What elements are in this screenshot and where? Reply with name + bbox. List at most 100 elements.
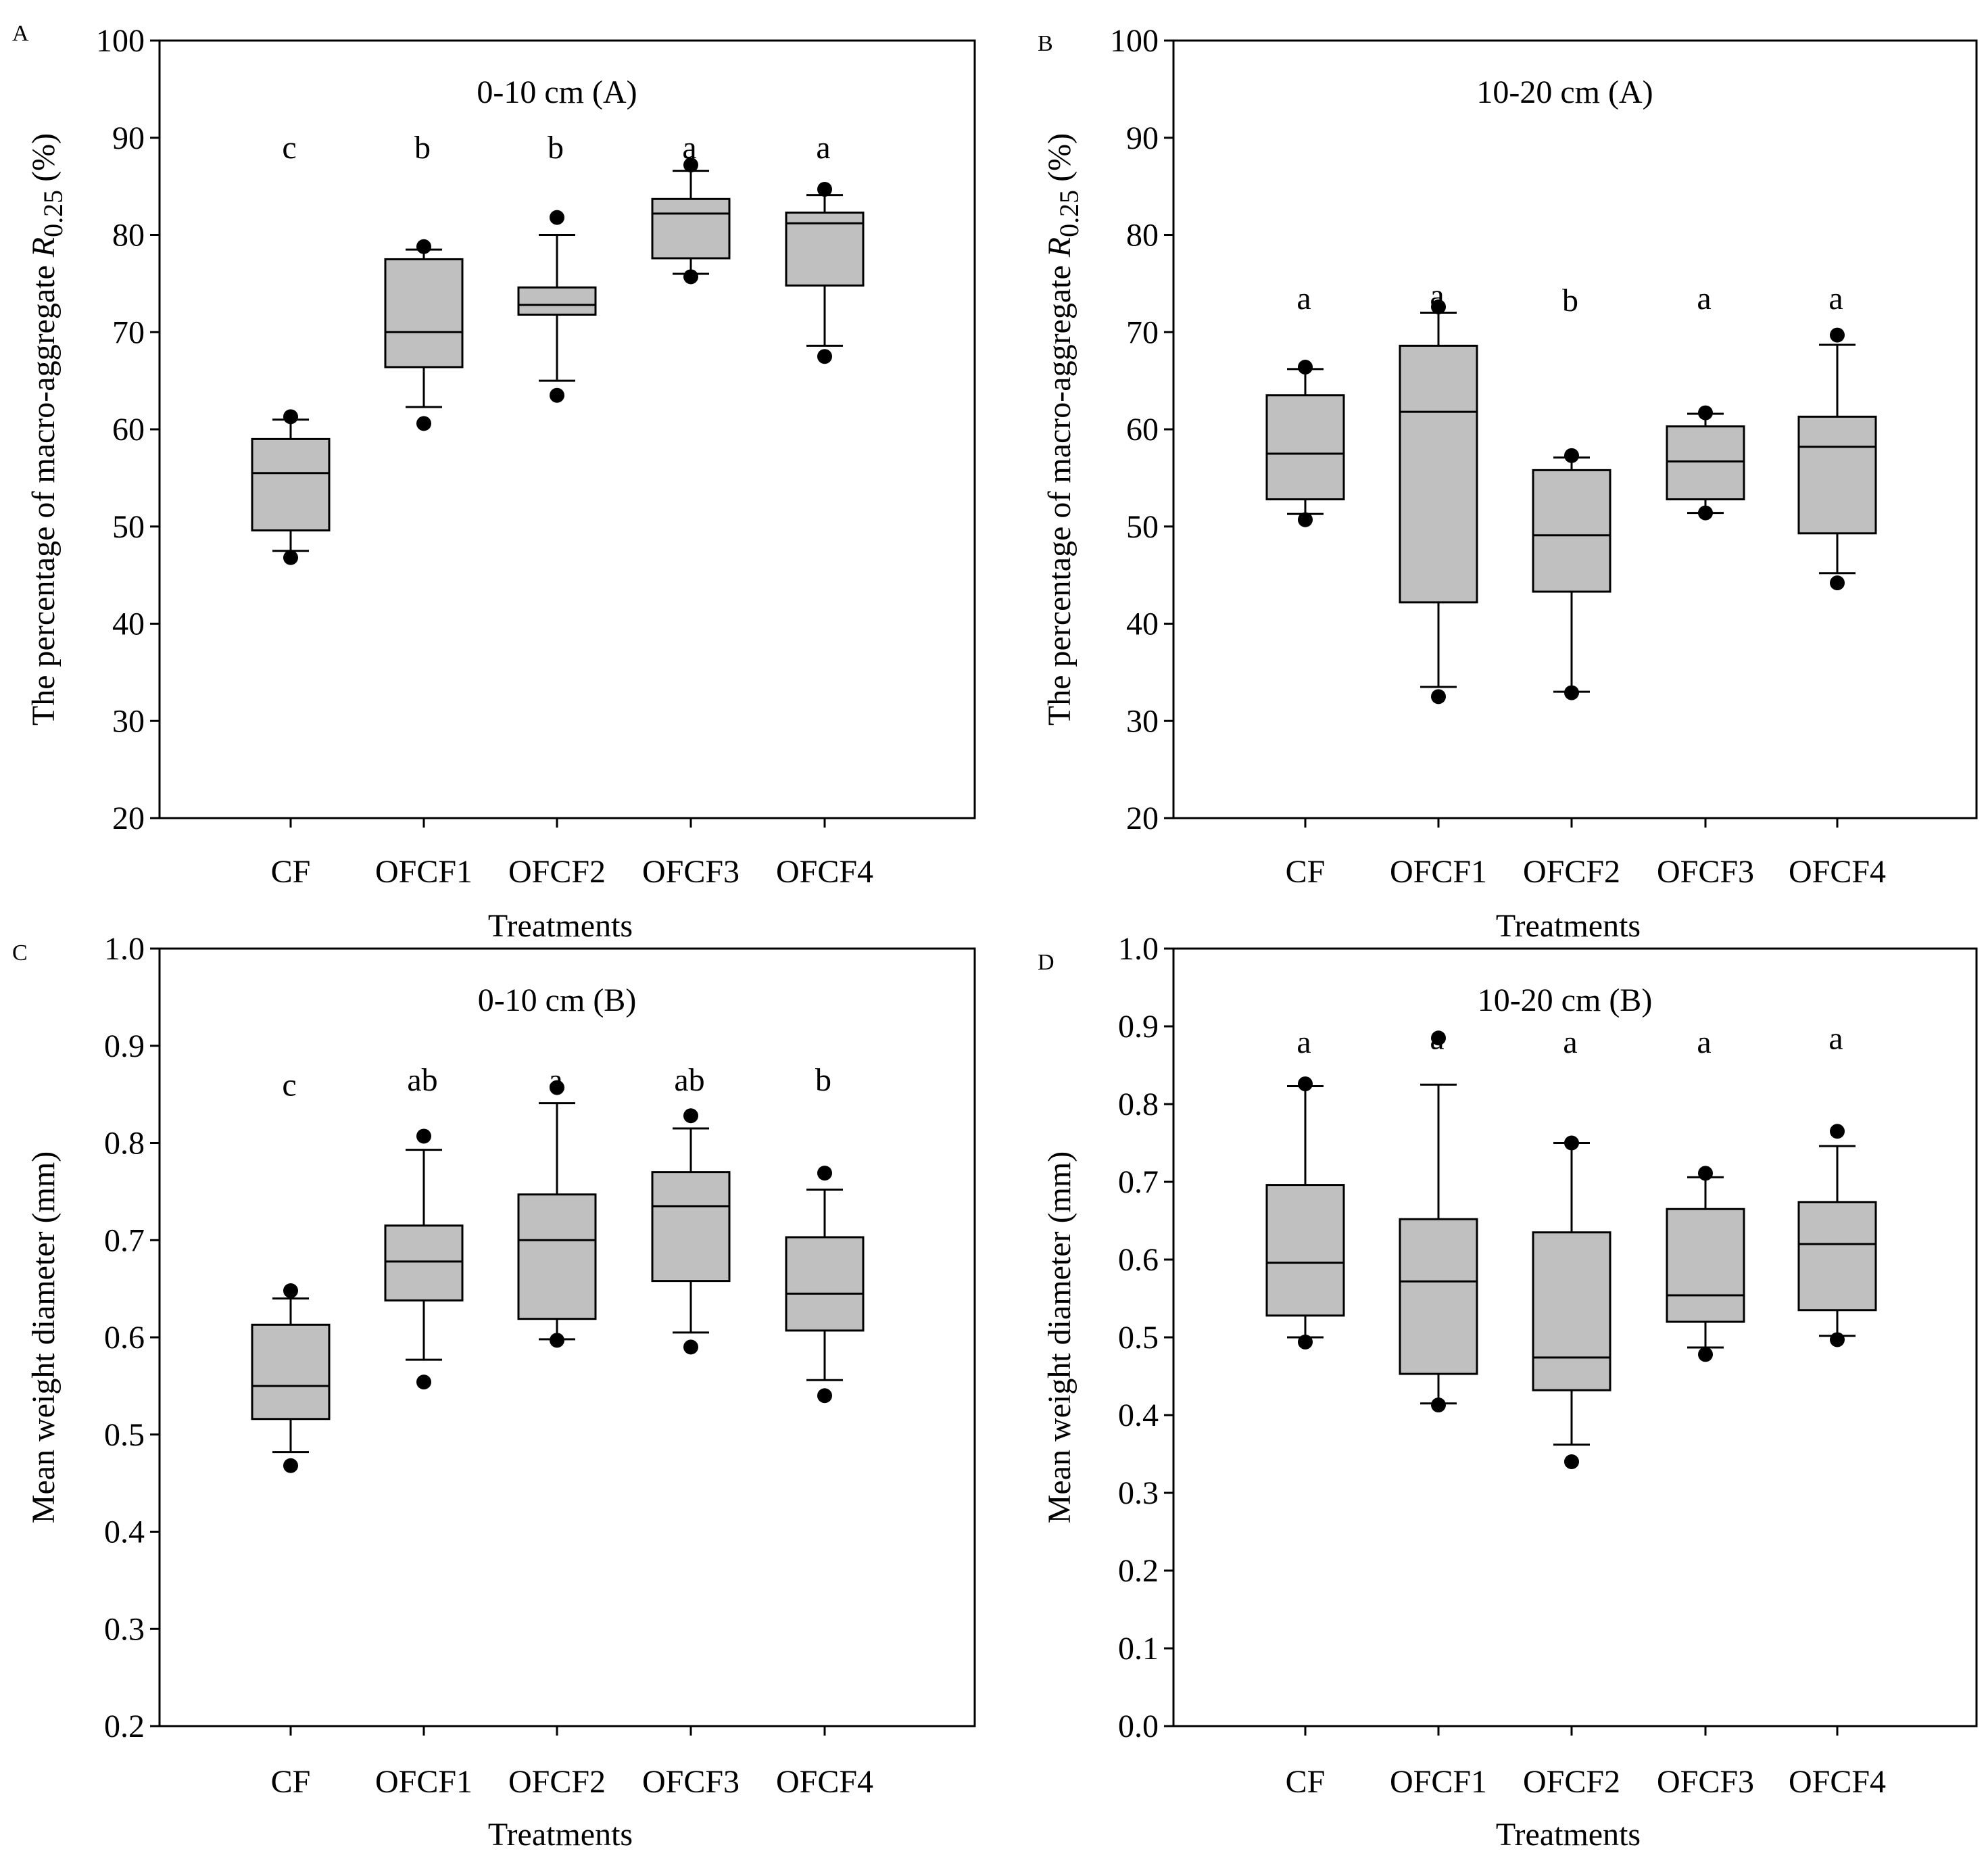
- y-tick-label: 0.9: [104, 1028, 145, 1064]
- box-ofcf4: a: [1797, 1020, 1877, 1347]
- iqr-box: [384, 258, 464, 368]
- box-cf: c: [251, 1067, 331, 1473]
- outlier-point: [416, 239, 431, 254]
- y-tick-label: 70: [112, 314, 145, 350]
- outlier-point: [1698, 405, 1713, 421]
- y-tick-label: 0.2: [1118, 1553, 1159, 1589]
- x-tick-label: OFCF4: [1789, 854, 1886, 890]
- outlier-point: [817, 181, 832, 197]
- y-tick-label: 20: [1126, 801, 1159, 836]
- significance-letter: c: [282, 130, 296, 166]
- y-tick-label: 50: [1126, 509, 1159, 545]
- x-tick-label: OFCF1: [1390, 1764, 1487, 1800]
- outlier-point: [283, 550, 298, 565]
- outlier-point: [683, 158, 698, 172]
- significance-letter: b: [548, 130, 564, 166]
- box-ofcf1: a: [1399, 278, 1478, 705]
- outlier-point: [1564, 1135, 1579, 1151]
- box-cf: c: [251, 130, 331, 565]
- iqr-box: [1797, 1201, 1877, 1312]
- outlier-point: [683, 1108, 698, 1124]
- panel-subtitle: 10-20 cm (A): [1476, 74, 1653, 110]
- box-ofcf4: a: [785, 130, 865, 364]
- y-tick-label: 0.3: [104, 1611, 145, 1647]
- outlier-point: [1431, 1030, 1446, 1046]
- box-ofcf2: a: [517, 1062, 597, 1348]
- y-tick-label: 0.6: [104, 1320, 145, 1356]
- x-axis-label: Treatments: [488, 1817, 633, 1853]
- y-tick-label: 80: [1126, 218, 1159, 254]
- x-tick-label: OFCF2: [508, 1764, 606, 1800]
- y-tick-label: 40: [112, 606, 145, 642]
- x-tick-label: CF: [1286, 854, 1326, 890]
- outlier-point: [683, 269, 698, 285]
- x-tick-label: OFCF2: [1523, 854, 1620, 890]
- iqr-box: [1265, 1184, 1345, 1317]
- panel-letter: A: [12, 21, 29, 46]
- outlier-point: [550, 1333, 564, 1348]
- outlier-point: [1830, 575, 1845, 591]
- panel-subtitle: 0-10 cm (B): [478, 982, 637, 1018]
- outlier-point: [1564, 685, 1579, 700]
- significance-letter: a: [1296, 1024, 1311, 1060]
- x-tick-label: OFCF4: [776, 1764, 873, 1800]
- iqr-box: [1265, 394, 1345, 500]
- box-ofcf3: a: [1666, 1024, 1745, 1362]
- y-tick-label: 40: [1126, 606, 1159, 642]
- y-tick-label: 0.5: [104, 1417, 145, 1453]
- significance-letter: b: [1562, 283, 1578, 318]
- outlier-point: [1431, 1398, 1446, 1413]
- iqr-box: [1399, 344, 1478, 604]
- y-tick-label: 70: [1126, 314, 1159, 350]
- outlier-point: [1698, 1166, 1713, 1181]
- outlier-point: [1698, 1347, 1713, 1362]
- y-tick-label: 0.3: [1118, 1475, 1159, 1511]
- x-axis-label: Treatments: [1496, 1817, 1641, 1853]
- panel-letter: B: [1038, 31, 1053, 56]
- outlier-point: [1830, 1124, 1845, 1139]
- significance-letter: a: [1828, 281, 1843, 316]
- box-ofcf1: a: [1399, 1020, 1478, 1413]
- iqr-box: [517, 286, 597, 316]
- outlier-point: [1298, 512, 1313, 527]
- y-tick-label: 60: [1126, 412, 1159, 448]
- y-tick-label: 1.0: [104, 931, 145, 967]
- y-tick-label: 50: [112, 509, 145, 545]
- box-cf: a: [1265, 281, 1345, 527]
- y-tick-label: 0.8: [1118, 1087, 1159, 1122]
- y-tick-label: 100: [96, 23, 145, 59]
- significance-letter: b: [414, 130, 431, 166]
- x-tick-label: OFCF1: [375, 1764, 472, 1800]
- y-axis-label: Mean weight diameter (mm): [26, 1151, 62, 1523]
- panels: A 20 30 40 50 60 70 80 90 100 CF OFCF1 OFCF2 OFCF3 OFC…: [12, 21, 1978, 1853]
- significance-letter: a: [1697, 281, 1711, 316]
- iqr-box: [384, 1224, 464, 1302]
- y-tick-label: 80: [112, 218, 145, 254]
- panel-c: C 0.2 0.3 0.4 0.5 0.6 0.7 0.8 0.9 1.0 CF OFCF1 OFCF2…: [12, 931, 976, 1853]
- x-tick-label: OFCF4: [776, 854, 873, 890]
- y-tick-label: 90: [112, 120, 145, 156]
- y-tick-label: 20: [112, 801, 145, 836]
- y-axis-label: The percentage of macro-aggregate R0.25 …: [26, 133, 68, 725]
- outlier-point: [283, 1458, 298, 1473]
- significance-letter: a: [1697, 1024, 1711, 1060]
- significance-letter: a: [1430, 1020, 1444, 1056]
- y-tick-label: 0.6: [1118, 1242, 1159, 1278]
- x-axis-label: Treatments: [1496, 908, 1641, 944]
- x-tick-label: OFCF3: [1657, 854, 1754, 890]
- y-tick-label: 0.0: [1118, 1709, 1159, 1744]
- outlier-point: [817, 1388, 832, 1404]
- significance-letter: a: [682, 130, 696, 166]
- y-tick-label: 30: [112, 703, 145, 739]
- panel-subtitle: 10-20 cm (B): [1478, 982, 1653, 1018]
- y-tick-label: 0.9: [1118, 1009, 1159, 1045]
- panel-d: D 0.0 0.1 0.2 0.3 0.4 0.5 0.6 0.7 0.8 0.9 1.0 CF OFCF…: [1038, 931, 1978, 1853]
- x-tick-label: CF: [271, 854, 311, 890]
- significance-letter: a: [1430, 278, 1444, 314]
- box-ofcf1: b: [384, 130, 464, 431]
- iqr-box: [1532, 1231, 1611, 1391]
- significance-letter: a: [548, 1062, 562, 1098]
- box-ofcf2: a: [1532, 1024, 1611, 1469]
